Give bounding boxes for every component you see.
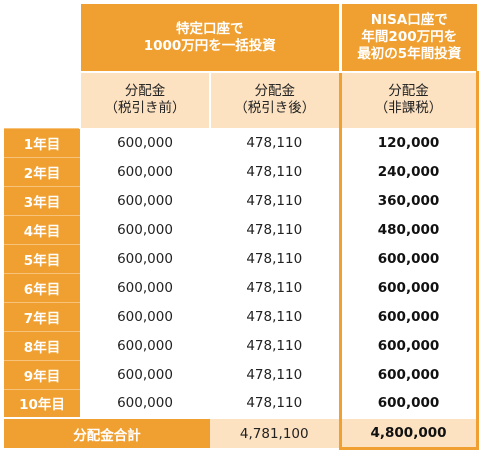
col-header-after-tax: 分配金 （税引き後）: [208, 71, 341, 128]
total-nisa-value: 4,800,000: [338, 417, 479, 450]
header-corner-sub: [4, 72, 80, 128]
col-pre-tax-line-1: 分配金: [124, 83, 166, 100]
tokutei-title-line-1: 特定口座で: [176, 20, 244, 37]
nisa-value: 360,000: [338, 185, 479, 215]
table-row: 6年目 600,000 478,110 600,000: [4, 272, 479, 302]
year-label: 8年目: [4, 330, 80, 360]
after-tax-value: 478,110: [210, 156, 341, 186]
table-row: 7年目 600,000 478,110 600,000: [4, 301, 479, 331]
year-label: 1年目: [4, 127, 80, 157]
header-row-sub: 分配金 （税引き前） 分配金 （税引き後） 分配金 （非課税）: [4, 71, 479, 128]
year-label: 5年目: [4, 243, 80, 273]
pre-tax-value: 600,000: [80, 214, 210, 244]
tokutei-account-header: 特定口座で 1000万円を一括投資: [78, 4, 341, 72]
col-nisa-line-1: 分配金: [388, 83, 429, 100]
header-row-top: 特定口座で 1000万円を一括投資 NISA口座で 年間200万円を 最初の5年…: [4, 4, 478, 72]
table-row: 2年目 600,000 478,110 240,000: [4, 156, 479, 186]
after-tax-value: 478,110: [210, 127, 341, 157]
table-row: 3年目 600,000 478,110 360,000: [4, 185, 479, 215]
year-label: 9年目: [4, 359, 80, 389]
nisa-value: 480,000: [338, 214, 479, 244]
pre-tax-value: 600,000: [80, 330, 210, 360]
pre-tax-value: 600,000: [80, 127, 210, 157]
after-tax-value: 478,110: [210, 330, 341, 360]
col-after-tax-line-2: （税引き後）: [234, 100, 316, 117]
nisa-title-line-3: 最初の5年間投資: [357, 46, 462, 62]
after-tax-value: 478,110: [210, 185, 341, 215]
pre-tax-value: 600,000: [80, 359, 210, 389]
pre-tax-value: 600,000: [80, 388, 210, 418]
nisa-value: 600,000: [338, 388, 479, 418]
col-header-pre-tax: 分配金 （税引き前）: [79, 71, 210, 128]
after-tax-value: 478,110: [210, 243, 341, 273]
total-after-tax-value: 4,781,100: [210, 417, 341, 448]
after-tax-value: 478,110: [210, 272, 341, 302]
nisa-value: 600,000: [338, 272, 479, 302]
nisa-value: 120,000: [338, 127, 479, 157]
pre-tax-value: 600,000: [80, 243, 210, 273]
total-row: 分配金合計 4,781,100 4,800,000: [4, 417, 479, 450]
year-label: 6年目: [4, 272, 80, 302]
after-tax-value: 478,110: [210, 301, 341, 331]
year-label: 7年目: [4, 301, 80, 331]
table-row: 10年目 600,000 478,110 600,000: [4, 388, 479, 418]
col-header-nisa: 分配金 （非課税）: [338, 71, 479, 128]
col-after-tax-line-1: 分配金: [254, 83, 296, 100]
year-label: 4年目: [4, 214, 80, 244]
table-row: 8年目 600,000 478,110 600,000: [4, 330, 479, 360]
pre-tax-value: 600,000: [80, 185, 210, 215]
pre-tax-value: 600,000: [80, 301, 210, 331]
pre-tax-value: 600,000: [80, 272, 210, 302]
year-label: 2年目: [4, 156, 80, 186]
table-row: 1年目 600,000 478,110 120,000: [4, 127, 479, 157]
nisa-value: 600,000: [338, 330, 479, 360]
header-corner: [4, 4, 80, 72]
pre-tax-value: 600,000: [80, 156, 210, 186]
total-label: 分配金合計: [4, 417, 210, 448]
nisa-value: 600,000: [338, 243, 479, 273]
table-row: 9年目 600,000 478,110 600,000: [4, 359, 479, 389]
tokutei-title-line-2: 1000万円を一括投資: [143, 37, 276, 54]
col-pre-tax-line-2: （税引き前）: [104, 100, 186, 117]
nisa-account-header: NISA口座で 年間200万円を 最初の5年間投資: [338, 4, 478, 72]
nisa-title-line-2: 年間200万円を: [361, 29, 458, 45]
dividend-comparison-table: 特定口座で 1000万円を一括投資 NISA口座で 年間200万円を 最初の5年…: [4, 4, 479, 450]
nisa-value: 600,000: [338, 301, 479, 331]
after-tax-value: 478,110: [210, 388, 341, 418]
table-row: 4年目 600,000 478,110 480,000: [4, 214, 479, 244]
after-tax-value: 478,110: [210, 359, 341, 389]
nisa-title-line-1: NISA口座で: [370, 12, 448, 28]
year-label: 3年目: [4, 185, 80, 215]
nisa-value: 240,000: [338, 156, 479, 186]
nisa-value: 600,000: [338, 359, 479, 389]
after-tax-value: 478,110: [210, 214, 341, 244]
table-row: 5年目 600,000 478,110 600,000: [4, 243, 479, 273]
col-nisa-line-2: （非課税）: [374, 100, 443, 117]
year-label: 10年目: [4, 388, 80, 418]
